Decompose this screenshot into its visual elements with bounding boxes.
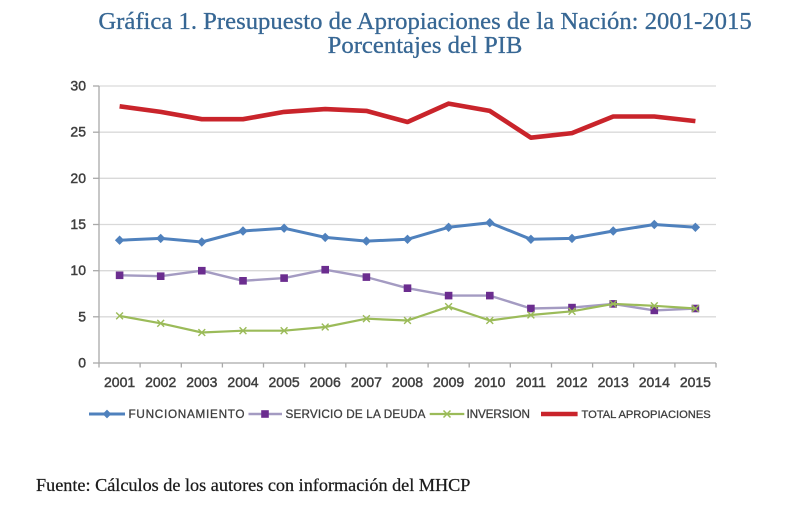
svg-text:20: 20 <box>70 170 86 186</box>
svg-text:2012: 2012 <box>556 374 587 390</box>
svg-text:2004: 2004 <box>227 374 258 390</box>
svg-text:2015: 2015 <box>680 374 711 390</box>
svg-text:10: 10 <box>70 262 86 278</box>
svg-text:2011: 2011 <box>516 374 546 390</box>
svg-text:2006: 2006 <box>310 374 341 390</box>
svg-text:2013: 2013 <box>598 374 629 390</box>
svg-text:15: 15 <box>70 216 86 232</box>
svg-text:2009: 2009 <box>433 374 464 390</box>
svg-text:TOTAL APROPIACIONES: TOTAL APROPIACIONES <box>582 409 711 421</box>
svg-text:FUNCIONAMIENTO: FUNCIONAMIENTO <box>129 408 246 421</box>
svg-text:2010: 2010 <box>474 374 505 390</box>
svg-text:25: 25 <box>70 124 86 140</box>
svg-text:2008: 2008 <box>392 374 423 390</box>
svg-text:2002: 2002 <box>145 374 176 390</box>
svg-text:2003: 2003 <box>186 374 217 390</box>
svg-text:5: 5 <box>78 308 86 324</box>
svg-text:2001: 2001 <box>104 374 135 390</box>
svg-text:SERVICIO DE LA DEUDA: SERVICIO DE LA DEUDA <box>286 408 426 421</box>
svg-text:2014: 2014 <box>639 374 670 390</box>
svg-text:INVERSION: INVERSION <box>467 408 530 421</box>
svg-text:2005: 2005 <box>269 374 300 390</box>
svg-text:0: 0 <box>78 355 86 371</box>
svg-text:30: 30 <box>70 78 86 94</box>
svg-text:2007: 2007 <box>351 374 382 390</box>
